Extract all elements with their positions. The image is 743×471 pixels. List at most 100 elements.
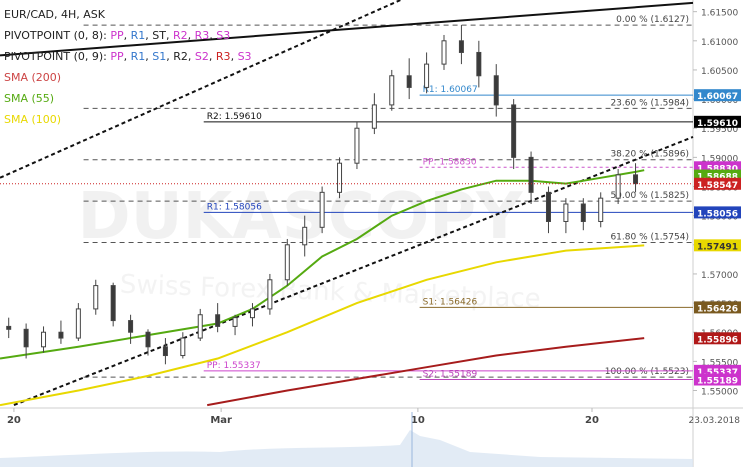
candle-up xyxy=(75,308,81,339)
candle-up xyxy=(93,285,99,310)
price-badge-label: 1.60067 xyxy=(697,92,738,102)
legend-text: PIVOTPOINT (0, 8): xyxy=(4,29,111,42)
candle-up xyxy=(284,244,290,281)
x-tick-label: 10 xyxy=(411,415,425,426)
fibonacci-label: 0.00 % (1.6127) xyxy=(616,15,689,25)
candle-up xyxy=(337,162,343,193)
legend-row: SMA (55) xyxy=(4,92,55,105)
y-tick-label: 1.59500 xyxy=(701,125,738,135)
candle-up xyxy=(424,63,430,88)
y-tick-label: 1.55500 xyxy=(701,358,738,368)
candle-up xyxy=(389,75,395,106)
price-badge xyxy=(694,177,741,190)
legend-text: R3 xyxy=(194,29,210,42)
candle-down xyxy=(110,285,116,322)
price-badge xyxy=(694,206,741,219)
price-badge-label: 1.58547 xyxy=(697,181,738,191)
legend-text: , xyxy=(209,29,217,42)
price-badge-label: 1.55896 xyxy=(697,335,738,345)
legend-text: , xyxy=(145,50,153,63)
candle-up xyxy=(249,308,255,319)
pivot-level-label: R1: 1.60067 xyxy=(423,85,478,95)
legend-text: , xyxy=(230,50,238,63)
candle-down xyxy=(23,328,29,348)
date-stamp: 23.03.2018 xyxy=(688,416,740,426)
candle-down xyxy=(128,320,134,333)
candle-up xyxy=(598,197,604,222)
fibonacci-label: 38.20 % (1.5896) xyxy=(610,150,689,160)
legend-text: R3 xyxy=(215,50,231,63)
candle-down xyxy=(215,314,221,327)
candle-up xyxy=(302,226,308,246)
candle-up xyxy=(41,331,47,348)
candle-up xyxy=(354,127,360,164)
price-badge-label: 1.58688 xyxy=(697,173,738,183)
candle-up xyxy=(371,104,377,129)
candle-down xyxy=(511,104,517,158)
legend-text: S3 xyxy=(237,50,252,63)
pivot-level-label: S1: 1.56426 xyxy=(423,297,478,307)
y-tick-label: 1.61500 xyxy=(701,9,738,19)
candle-down xyxy=(476,51,482,77)
legend-text: S3 xyxy=(216,29,231,42)
legend-row: PIVOTPOINT (0, 9): PP, R1, S1, R2, S2, R… xyxy=(4,46,252,67)
legend-text: PIVOTPOINT (0, 9): xyxy=(4,50,111,63)
candle-up xyxy=(180,337,186,357)
fibonacci-label: 100.00 % (1.5523) xyxy=(605,367,689,377)
legend-text: R2 xyxy=(172,29,188,42)
pivot-level-label: R1: 1.58056 xyxy=(207,202,262,212)
price-badge-label: 1.57491 xyxy=(697,242,738,252)
legend-text: , xyxy=(123,50,131,63)
candle-down xyxy=(145,331,151,348)
volume-area xyxy=(0,430,693,467)
candle-down xyxy=(58,331,64,339)
candle-down xyxy=(162,346,168,357)
fibonacci-label: 61.80 % (1.5754) xyxy=(610,232,689,242)
y-tick-label: 1.60500 xyxy=(701,67,738,77)
pivot-level-label: S2: 1.55189 xyxy=(423,369,478,379)
candle-down xyxy=(493,75,499,106)
price-badge-label: 1.59610 xyxy=(697,119,738,129)
y-tick-label: 1.59000 xyxy=(701,154,738,164)
price-badge xyxy=(694,239,741,252)
candle-down xyxy=(528,156,534,193)
price-badge xyxy=(694,89,741,102)
price-badge xyxy=(694,373,741,386)
legend-row: SMA (200) xyxy=(4,71,62,84)
legend-text: , xyxy=(123,29,131,42)
legend-text: R1 xyxy=(130,29,146,42)
candle-up xyxy=(197,314,203,339)
pivot-level-label: R2: 1.59610 xyxy=(207,112,262,122)
legend-text: PP xyxy=(110,29,124,42)
watermark-logo: DUKASCOPY xyxy=(78,180,524,254)
legend-text: , xyxy=(166,50,174,63)
price-badge xyxy=(694,115,741,128)
legend-text: PP xyxy=(110,50,124,63)
candle-up xyxy=(615,174,621,199)
legend-text: , xyxy=(208,50,216,63)
price-badge-label: 1.58056 xyxy=(697,209,738,219)
sma-200-line xyxy=(207,337,645,407)
trend-line xyxy=(0,1,694,57)
sma-100-line xyxy=(0,244,645,407)
candle-down xyxy=(633,174,639,185)
candle-down xyxy=(545,191,551,222)
candle-up xyxy=(563,203,569,222)
candle-down xyxy=(406,75,412,88)
fibonacci-label: 23.60 % (1.5984) xyxy=(610,98,689,108)
y-tick-label: 1.57000 xyxy=(701,271,738,281)
legend-text: R1 xyxy=(130,50,146,63)
candle-up xyxy=(319,191,325,228)
pivot-level-label: PP: 1.55337 xyxy=(207,361,261,371)
legend-text: , xyxy=(187,50,195,63)
y-tick-label: 1.55000 xyxy=(701,388,738,398)
price-badge xyxy=(694,332,741,345)
y-tick-label: 1.61000 xyxy=(701,38,738,48)
candle-up xyxy=(232,317,238,327)
legend-text: R2 xyxy=(173,50,188,63)
candle-up xyxy=(267,279,273,310)
sma-55-line xyxy=(0,169,645,360)
